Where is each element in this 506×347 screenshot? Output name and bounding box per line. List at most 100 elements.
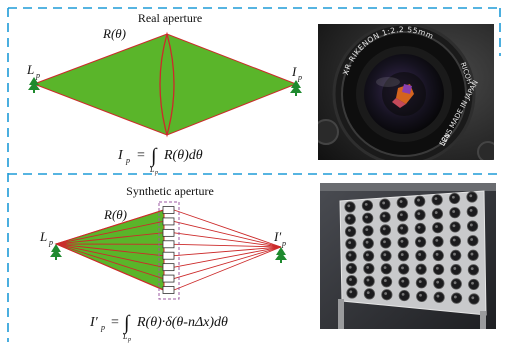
camera-icon	[162, 251, 175, 260]
array-camera-icon	[433, 277, 445, 289]
array-camera-highlight	[418, 280, 422, 284]
array-camera-icon	[381, 289, 393, 301]
array-camera-highlight	[418, 266, 422, 270]
array-camera-highlight	[348, 253, 352, 257]
array-camera-icon	[380, 237, 392, 249]
array-camera-icon	[414, 236, 427, 248]
array-camera-highlight	[382, 201, 386, 205]
array-camera-icon	[467, 264, 480, 276]
array-camera-highlight	[366, 266, 370, 269]
array-camera-icon	[432, 222, 444, 234]
array-camera-highlight	[365, 253, 369, 257]
array-camera-highlight	[401, 292, 405, 296]
array-camera-highlight	[400, 226, 404, 230]
array-camera-highlight	[365, 215, 368, 219]
array-camera-icon	[414, 222, 426, 235]
array-camera-icon	[432, 263, 445, 276]
array-camera-icon	[344, 201, 356, 213]
array-camera-icon	[398, 276, 410, 288]
camera-array	[162, 206, 175, 294]
array-camera-highlight	[452, 224, 456, 228]
array-camera-highlight	[417, 225, 421, 229]
array-camera-highlight	[470, 238, 474, 241]
incoming-ray	[55, 243, 164, 268]
array-camera-icon	[450, 249, 462, 262]
array-camera-icon	[363, 275, 375, 287]
array-camera-icon	[396, 210, 409, 222]
array-camera-highlight	[382, 214, 386, 218]
svg-text:I: I	[117, 148, 124, 163]
synthetic-r-theta-label: R(θ)	[103, 207, 127, 222]
array-camera-icon	[415, 250, 427, 262]
array-camera-icon	[468, 278, 480, 291]
array-camera-highlight	[435, 225, 438, 228]
synthetic-l-p-sub: p	[48, 238, 53, 247]
array-camera-highlight	[347, 204, 351, 208]
array-camera-highlight	[349, 278, 352, 281]
array-camera-icon	[397, 236, 409, 249]
lens-shape	[159, 31, 175, 138]
array-camera-icon	[344, 213, 356, 225]
array-camera-highlight	[417, 239, 421, 243]
array-camera-highlight	[435, 266, 439, 270]
real-r-theta-label: R(θ)	[102, 26, 126, 41]
real-i-p-sub: p	[297, 73, 302, 82]
dashed-frames	[7, 7, 501, 342]
array-camera-highlight	[417, 212, 421, 216]
array-camera-highlight	[417, 198, 420, 202]
array-camera-icon	[362, 237, 374, 250]
array-camera-highlight	[399, 200, 403, 203]
array-camera-highlight	[383, 266, 387, 270]
array-camera-icon	[398, 263, 410, 275]
array-camera-icon	[362, 212, 374, 224]
real-l-p-sub: p	[35, 71, 40, 80]
array-camera-highlight	[366, 278, 370, 282]
array-camera-highlight	[347, 228, 351, 232]
array-camera-highlight	[435, 252, 439, 256]
array-camera-icon	[432, 236, 444, 248]
camera-lens-photo: XR RIKENON 1:2.2 55mm RICOH LENS MADE IN…	[318, 24, 494, 160]
array-camera-highlight	[348, 241, 352, 245]
synthetic-rays	[55, 209, 282, 291]
array-camera-icon	[450, 292, 463, 304]
camera-icon	[162, 274, 175, 283]
array-camera-icon	[363, 288, 376, 300]
array-camera-icon	[346, 287, 358, 299]
array-camera-highlight	[366, 291, 370, 295]
incoming-ray	[55, 243, 164, 279]
synthetic-aperture-formula: I′ p = ∫ R(θ)·δ(θ-nΔx)dθ L p	[89, 312, 228, 343]
array-camera-icon	[431, 194, 443, 206]
synthetic-l-p-label: L	[39, 229, 47, 244]
array-camera-icon	[466, 191, 478, 203]
outgoing-ray	[173, 232, 282, 248]
array-camera-icon	[433, 291, 445, 303]
array-camera-highlight	[434, 211, 438, 214]
synthetic-aperture-diagram: Synthetic aperture R(θ) L p I′ p I′ p = …	[39, 184, 287, 343]
array-camera-highlight	[418, 253, 422, 256]
camera-array-image	[320, 183, 496, 329]
array-camera-icon	[379, 211, 391, 223]
camera-lens-image: XR RIKENON 1:2.2 55mm RICOH LENS MADE IN…	[318, 24, 494, 160]
array-camera-highlight	[400, 239, 404, 243]
outgoing-ray	[173, 246, 282, 257]
array-camera-icon	[362, 250, 375, 262]
outgoing-ray	[173, 220, 282, 248]
array-camera-highlight	[383, 253, 387, 257]
array-camera-highlight	[453, 295, 457, 299]
array-camera-highlight	[451, 195, 455, 199]
array-camera-highlight	[436, 280, 440, 284]
camera-array-box	[158, 201, 180, 300]
outgoing-ray	[173, 246, 282, 268]
array-camera-highlight	[469, 194, 473, 198]
array-camera-highlight	[401, 279, 405, 283]
array-camera-icon	[396, 197, 408, 209]
array-camera-icon	[379, 198, 391, 210]
array-camera-icon	[346, 275, 358, 287]
array-camera-icon	[449, 235, 462, 247]
array-camera-icon	[344, 225, 357, 238]
svg-text:L: L	[122, 332, 128, 341]
array-camera-icon	[345, 238, 357, 250]
array-camera-icon	[361, 199, 374, 212]
array-camera-icon	[414, 209, 426, 221]
array-camera-highlight	[453, 252, 456, 256]
